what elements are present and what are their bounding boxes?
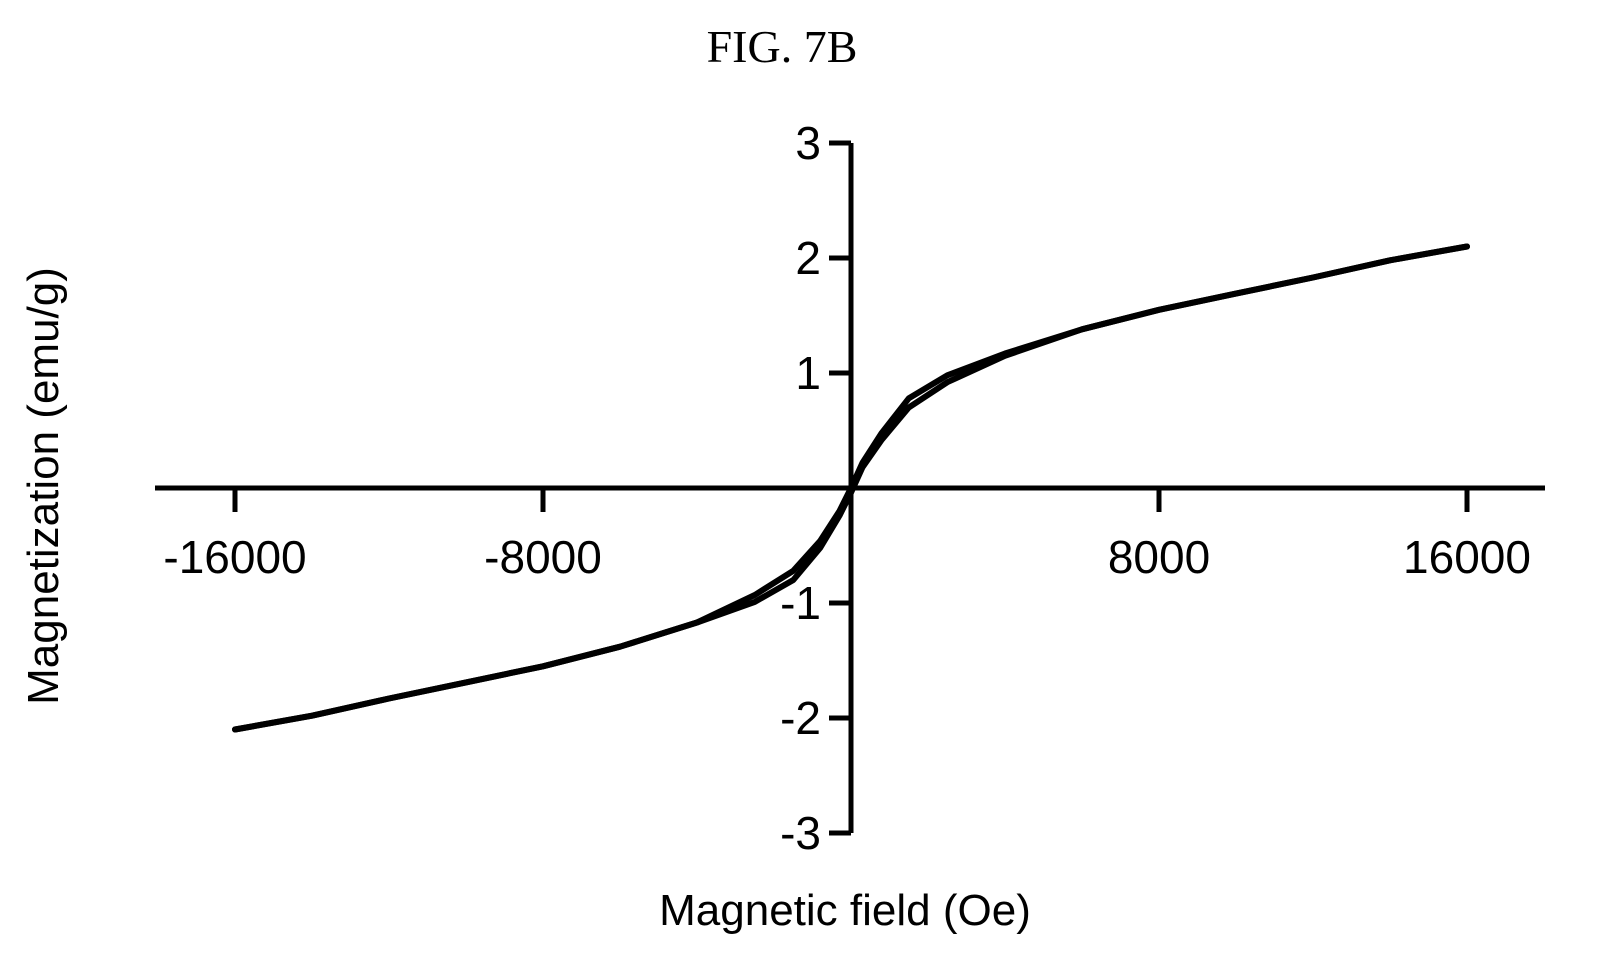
x-tick-label: -16000 xyxy=(163,531,306,583)
y-tick-label: 3 xyxy=(795,117,821,169)
y-tick-label: -3 xyxy=(780,807,821,859)
ticks-group: 3 2 1 -1 -2 -3 -16000 -8000 8000 16000 xyxy=(163,117,1531,859)
y-tick-label: -1 xyxy=(780,577,821,629)
y-axis-title: Magnetization (emu/g) xyxy=(19,267,68,705)
x-tick-label: 8000 xyxy=(1108,531,1210,583)
y-tick-label: 2 xyxy=(795,232,821,284)
x-axis-title: Magnetic field (Oe) xyxy=(659,886,1031,935)
y-tick-label: 1 xyxy=(795,347,821,399)
x-tick-label: 16000 xyxy=(1403,531,1531,583)
axes-group xyxy=(155,143,1545,833)
x-tick-label: -8000 xyxy=(484,531,602,583)
y-tick-label: -2 xyxy=(780,692,821,744)
figure-label: FIG. 7B xyxy=(707,21,858,72)
